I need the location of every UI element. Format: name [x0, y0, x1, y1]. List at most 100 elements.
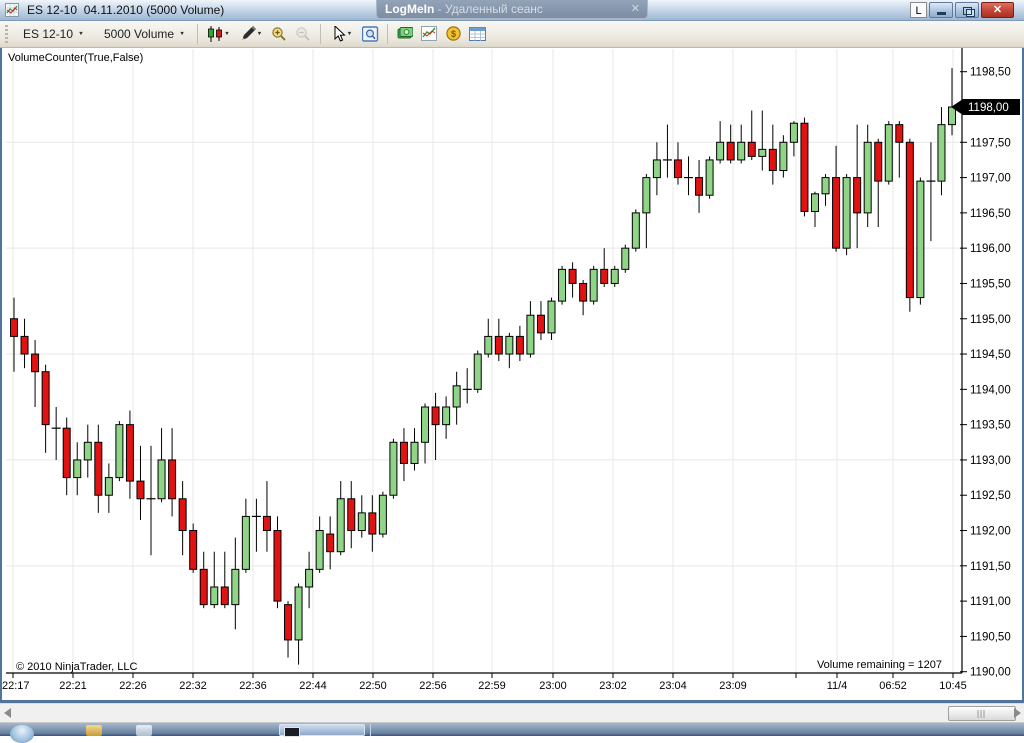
- interval-dropdown[interactable]: 5000 Volume ▼: [97, 24, 192, 44]
- logmein-close-icon[interactable]: ✕: [630, 3, 640, 15]
- taskbar-button-active[interactable]: [279, 724, 365, 737]
- y-tick-label: 1193,50: [970, 420, 1011, 432]
- x-tick-label: 22:50: [359, 680, 387, 692]
- price-tag: [951, 98, 1020, 115]
- restore-button[interactable]: [955, 2, 979, 18]
- x-tick-label: 22:59: [478, 680, 506, 692]
- candle-body: [294, 586, 303, 641]
- chart-style-button[interactable]: ▼: [204, 23, 234, 45]
- candle-body: [168, 459, 177, 500]
- candle-body: [631, 212, 640, 249]
- candle-body: [94, 441, 103, 496]
- x-tick-label: 22:44: [299, 680, 327, 692]
- chevron-down-icon: ▼: [256, 30, 263, 37]
- indicator-label: VolumeCounter(True,False): [8, 52, 144, 64]
- candle-body: [431, 406, 440, 426]
- candle-body: [368, 512, 377, 535]
- candle-body: [905, 141, 914, 299]
- candle-body: [800, 122, 809, 212]
- candle-body: [484, 335, 493, 355]
- account-performance-button[interactable]: [394, 23, 416, 45]
- candle-body: [747, 141, 756, 157]
- taskbar-icon[interactable]: [136, 725, 152, 736]
- chart-properties-button[interactable]: [359, 23, 381, 45]
- taskbar-icon[interactable]: [86, 725, 102, 736]
- scrollbar-thumb[interactable]: [948, 706, 1016, 721]
- candle-body: [895, 124, 904, 143]
- candle-body: [410, 441, 419, 464]
- candle-body: [305, 568, 314, 588]
- x-tick-label: 10:45: [939, 680, 967, 692]
- window-title: ES 12-10 04.11.2010 (5000 Volume): [27, 3, 225, 17]
- start-button[interactable]: [10, 725, 34, 743]
- price-tag-label: 1198,00: [968, 102, 1009, 114]
- y-tick-label: 1193,00: [970, 455, 1011, 467]
- y-tick-label: 1192,00: [970, 526, 1011, 538]
- candle-body: [705, 159, 714, 196]
- logmein-brand: LogMeIn: [385, 2, 435, 16]
- minimize-button[interactable]: [929, 2, 953, 18]
- toolbar-grip-handle[interactable]: [3, 24, 10, 43]
- candle-body: [832, 177, 841, 249]
- candle-body: [547, 300, 556, 334]
- cursor-button[interactable]: ▼: [327, 23, 357, 45]
- zoom-out-button[interactable]: [292, 23, 314, 45]
- x-tick-label: 22:56: [419, 680, 447, 692]
- candle-body: [399, 441, 408, 464]
- candle-body: [178, 498, 187, 532]
- candle-body: [389, 441, 398, 496]
- y-tick-label: 1191,00: [970, 596, 1011, 608]
- toolbar-separator: [320, 23, 322, 44]
- candle-body: [515, 335, 524, 355]
- candle-body: [262, 515, 271, 532]
- candle-body: [421, 406, 430, 443]
- title-bar: ES 12-10 04.11.2010 (5000 Volume) LogMeI…: [0, 0, 1024, 21]
- candle-body: [579, 282, 588, 302]
- coin-button[interactable]: $: [442, 23, 464, 45]
- scroll-left-icon[interactable]: [4, 708, 11, 718]
- drawing-tools-button[interactable]: ▼: [236, 23, 266, 45]
- x-tick-label: 22:21: [59, 680, 87, 692]
- candle-body: [199, 568, 208, 606]
- y-tick-label: 1195,00: [970, 314, 1011, 326]
- candle-body: [737, 141, 746, 161]
- close-button[interactable]: ✕: [981, 2, 1014, 18]
- scroll-right-icon[interactable]: [1014, 708, 1021, 718]
- x-tick-label: 22:17: [2, 680, 30, 692]
- candle-body: [115, 424, 124, 479]
- logmein-l-button[interactable]: L: [910, 2, 927, 18]
- y-tick-label: 1198,50: [970, 67, 1011, 79]
- toolbar-separator: [197, 23, 199, 44]
- candle-body: [73, 459, 82, 479]
- thumb-grip-icon: [977, 710, 987, 718]
- horizontal-scrollbar[interactable]: [0, 703, 1024, 723]
- candle-body: [621, 247, 630, 270]
- candle-body: [157, 459, 166, 500]
- candle-body: [642, 177, 651, 214]
- candle-body: [220, 586, 229, 606]
- zoom-in-button[interactable]: [268, 23, 290, 45]
- candle-body: [284, 604, 293, 641]
- candle-body: [241, 515, 250, 570]
- mini-chart-icon: [421, 26, 438, 41]
- candle-body: [600, 268, 609, 284]
- y-tick-label: 1190,50: [970, 631, 1011, 643]
- candle-body: [695, 177, 704, 196]
- candle-body: [874, 141, 883, 182]
- candle-body: [189, 530, 198, 570]
- data-grid-button[interactable]: [466, 23, 488, 45]
- new-chart-button[interactable]: [418, 23, 440, 45]
- candle-body: [948, 106, 956, 126]
- candle-body: [357, 512, 366, 532]
- instrument-dropdown[interactable]: ES 12-10 ▼: [16, 24, 91, 44]
- candle-body: [125, 424, 134, 482]
- taskbar: [0, 723, 1024, 743]
- x-tick-label: 23:02: [599, 680, 627, 692]
- candle-body: [652, 159, 661, 179]
- price-chart[interactable]: 1198,50 1198,00 1197,50 1197,00 1196,50 1196,…: [2, 47, 1022, 703]
- candle-body: [536, 314, 545, 334]
- window-border-right: [1022, 0, 1024, 703]
- chart-window-icon: [361, 25, 378, 42]
- candle-body: [62, 427, 71, 479]
- chart-panel: 1198,50 1198,00 1197,50 1197,00 1196,50 1196,…: [2, 47, 1022, 703]
